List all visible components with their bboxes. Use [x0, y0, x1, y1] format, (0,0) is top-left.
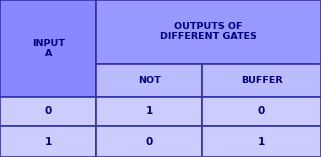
Text: 0: 0 — [45, 106, 52, 116]
Bar — [96, 97, 202, 126]
Bar — [0, 0, 96, 97]
Bar — [96, 64, 202, 97]
Bar — [0, 97, 96, 126]
Text: BUFFER: BUFFER — [241, 76, 282, 85]
Bar — [96, 0, 321, 64]
Text: 0: 0 — [258, 106, 265, 116]
Text: 0: 0 — [146, 137, 153, 147]
Text: 1: 1 — [45, 137, 52, 147]
Text: OUTPUTS OF
DIFFERENT GATES: OUTPUTS OF DIFFERENT GATES — [160, 22, 257, 41]
Bar — [202, 64, 321, 97]
Text: 1: 1 — [258, 137, 265, 147]
Text: INPUT
A: INPUT A — [32, 39, 65, 58]
Bar — [0, 126, 96, 157]
Text: NOT: NOT — [138, 76, 160, 85]
Bar — [202, 97, 321, 126]
Bar — [96, 126, 202, 157]
Text: 1: 1 — [146, 106, 153, 116]
Bar — [202, 126, 321, 157]
